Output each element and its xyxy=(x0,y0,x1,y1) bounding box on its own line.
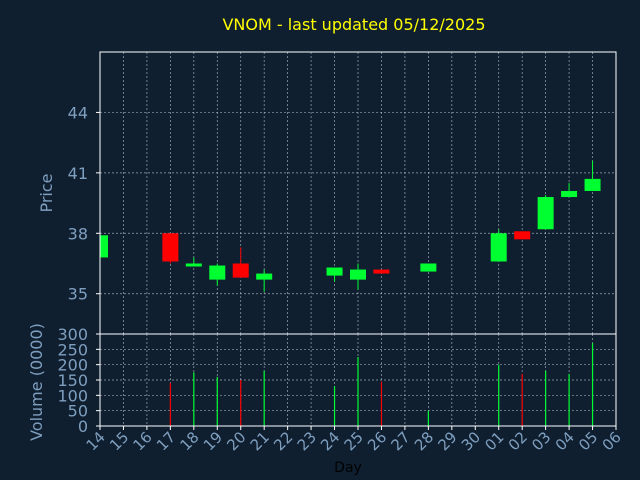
x-tick-label: 30 xyxy=(458,428,484,454)
x-tick-label: 24 xyxy=(317,428,343,454)
price-tick-label: 44 xyxy=(68,103,88,122)
x-tick-label: 23 xyxy=(294,428,320,454)
x-axis-label: Day xyxy=(334,460,362,476)
x-tick-label: 18 xyxy=(176,428,202,454)
x-tick-label: 27 xyxy=(388,428,414,454)
candle-body xyxy=(537,197,554,230)
volume-tick-label: 200 xyxy=(57,356,88,375)
x-tick-label: 22 xyxy=(270,428,296,454)
candle-body xyxy=(232,263,249,278)
x-tick-label: 05 xyxy=(575,428,601,454)
price-tick-label: 41 xyxy=(68,164,88,183)
volume-tick-label: 150 xyxy=(57,371,88,390)
chart-title: VNOM - last updated 05/12/2025 xyxy=(222,15,485,34)
price-axis-label: Price xyxy=(37,173,56,212)
price-candles xyxy=(99,160,601,292)
volume-tick-label: 300 xyxy=(57,325,88,344)
candle-body xyxy=(256,273,273,280)
candle-body xyxy=(162,233,179,262)
price-grid xyxy=(100,52,616,334)
volume-bars xyxy=(169,343,594,426)
x-tick-label: 28 xyxy=(411,428,437,454)
candle-body xyxy=(514,231,531,240)
x-ticks: 1415161718192021222324252627282930010203… xyxy=(83,426,625,454)
x-tick-label: 19 xyxy=(200,428,226,454)
candle-body xyxy=(350,269,366,280)
x-tick-label: 20 xyxy=(223,428,249,454)
candle-body xyxy=(326,267,343,276)
candle-body xyxy=(561,190,578,198)
volume-tick-label: 100 xyxy=(57,386,88,405)
x-tick-label: 26 xyxy=(364,428,390,454)
x-tick-label: 06 xyxy=(599,428,625,454)
volume-axis-label: Volume (0000) xyxy=(27,323,46,441)
candle-body xyxy=(373,269,390,274)
x-tick-label: 16 xyxy=(130,428,156,454)
volume-tick-label: 250 xyxy=(57,340,88,359)
volume-tick-label: 50 xyxy=(68,402,88,421)
x-tick-label: 29 xyxy=(434,428,460,454)
x-tick-label: 02 xyxy=(505,428,531,454)
x-tick-label: 25 xyxy=(341,428,367,454)
x-tick-label: 03 xyxy=(528,428,554,454)
x-tick-label: 21 xyxy=(247,428,273,454)
price-tick-label: 38 xyxy=(68,224,88,243)
candle-body xyxy=(209,265,226,280)
candle-body xyxy=(420,263,437,272)
candle-body xyxy=(490,233,507,262)
price-y-ticks: 35 38 41 44 xyxy=(68,103,100,304)
x-tick-label: 15 xyxy=(106,428,132,454)
price-tick-label: 35 xyxy=(68,285,88,304)
candle-body xyxy=(100,235,108,258)
x-tick-label: 01 xyxy=(481,428,507,454)
candle-body xyxy=(185,263,202,267)
volume-tick-label: 0 xyxy=(78,417,88,436)
candle-body xyxy=(584,178,601,191)
x-tick-label: 04 xyxy=(552,428,578,454)
x-tick-label: 17 xyxy=(153,428,179,454)
